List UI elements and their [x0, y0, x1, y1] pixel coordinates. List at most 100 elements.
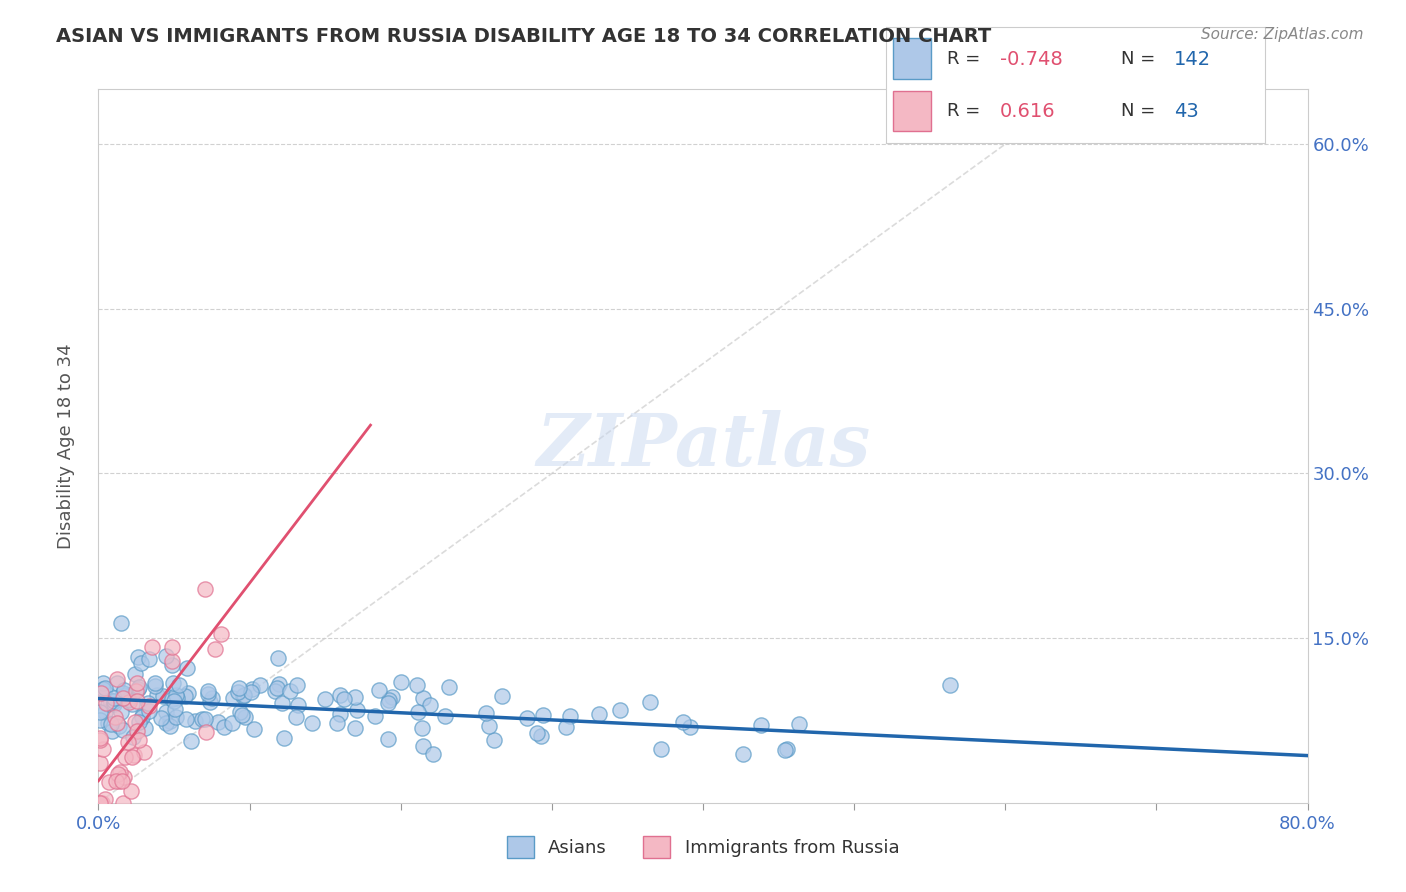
Point: [105, 676, 128, 690]
Point: [672, 715, 695, 730]
Point: [204, 642, 226, 657]
Point: [229, 705, 252, 719]
Point: [89, 731, 111, 745]
Point: [243, 723, 266, 737]
Point: [93, 681, 115, 695]
Point: [197, 684, 219, 698]
Point: [197, 686, 219, 700]
Point: [105, 672, 128, 686]
Text: ZIPatlas: ZIPatlas: [536, 410, 870, 482]
Point: [112, 770, 135, 784]
Point: [389, 675, 412, 690]
Point: [287, 698, 309, 712]
Point: [174, 712, 197, 726]
Point: [122, 730, 145, 744]
Point: [125, 723, 148, 738]
Point: [121, 750, 143, 764]
Point: [121, 697, 143, 711]
Point: [111, 796, 134, 810]
Point: [650, 741, 672, 756]
Point: [127, 693, 149, 707]
Point: [98, 692, 121, 706]
Point: [122, 747, 145, 762]
Point: [110, 706, 132, 720]
Point: [733, 747, 755, 761]
Legend: Asians, Immigrants from Russia: Asians, Immigrants from Russia: [499, 829, 907, 865]
Point: [284, 710, 307, 724]
Point: [273, 731, 295, 745]
Point: [138, 704, 160, 718]
Point: [530, 729, 553, 743]
Point: [419, 698, 441, 712]
Point: [149, 710, 172, 724]
Point: [94, 792, 117, 806]
Point: [314, 692, 336, 706]
Point: [263, 683, 285, 698]
Point: [233, 709, 256, 723]
Point: [939, 678, 962, 692]
Point: [127, 650, 149, 665]
Text: -0.748: -0.748: [1000, 50, 1063, 69]
Point: [267, 677, 290, 691]
Point: [209, 627, 232, 641]
Point: [377, 732, 399, 747]
Point: [97, 716, 120, 731]
Point: [110, 616, 132, 631]
Point: [422, 747, 444, 762]
Text: 142: 142: [1174, 50, 1212, 69]
Point: [516, 710, 538, 724]
Point: [194, 725, 217, 739]
Point: [103, 693, 125, 707]
Point: [329, 688, 352, 702]
Point: [558, 709, 581, 723]
Point: [131, 709, 153, 723]
Point: [94, 696, 117, 710]
Point: [89, 733, 111, 747]
Point: [271, 696, 294, 710]
Point: [346, 702, 368, 716]
FancyBboxPatch shape: [893, 91, 931, 131]
Point: [128, 732, 150, 747]
Point: [89, 756, 111, 770]
Point: [91, 676, 114, 690]
Point: [165, 710, 187, 724]
Point: [117, 735, 139, 749]
Point: [174, 689, 197, 703]
Point: [134, 745, 156, 759]
Point: [474, 706, 496, 720]
Point: [169, 678, 191, 692]
Point: [378, 693, 401, 707]
Point: [232, 689, 254, 703]
Point: [266, 681, 288, 695]
Point: [377, 696, 399, 710]
Point: [162, 676, 184, 690]
Point: [343, 690, 366, 704]
Point: [112, 685, 135, 699]
Point: [155, 648, 177, 663]
Point: [105, 715, 128, 730]
Point: [267, 651, 290, 665]
Point: [89, 713, 111, 727]
Point: [127, 681, 149, 696]
Point: [226, 685, 249, 699]
Point: [405, 678, 427, 692]
Point: [128, 714, 150, 729]
Point: [609, 702, 631, 716]
Text: N =: N =: [1121, 50, 1161, 68]
Text: R =: R =: [946, 103, 986, 120]
Point: [411, 721, 433, 735]
Point: [96, 697, 118, 711]
Point: [155, 705, 177, 719]
Point: [344, 721, 367, 735]
Point: [531, 708, 554, 723]
Point: [94, 706, 117, 720]
Point: [114, 749, 136, 764]
Point: [478, 719, 501, 733]
Point: [749, 717, 772, 731]
Text: N =: N =: [1121, 103, 1161, 120]
Point: [152, 689, 174, 703]
Point: [184, 714, 207, 728]
Text: R =: R =: [946, 50, 986, 68]
Point: [249, 678, 271, 692]
Point: [162, 694, 184, 708]
